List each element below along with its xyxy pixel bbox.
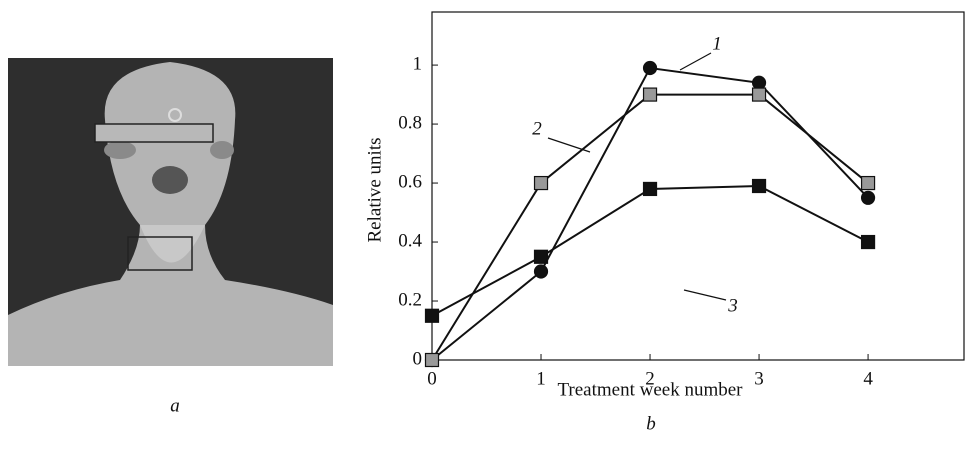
panel-label: b: [646, 413, 656, 434]
series-label: 2: [532, 118, 542, 139]
y-tick-label: 1: [413, 53, 423, 74]
marker: [642, 181, 658, 197]
marker: [860, 234, 876, 250]
x-tick-label: 0: [427, 368, 437, 389]
marker: [424, 352, 440, 368]
annotation-leader: [547, 137, 591, 153]
marker: [860, 175, 876, 191]
marker: [860, 190, 876, 205]
marker: [533, 264, 549, 279]
x-tick-label: 2: [645, 368, 655, 389]
marker: [751, 75, 767, 90]
series-line: [431, 93, 869, 361]
series-line: [431, 66, 869, 361]
y-tick-label: 0: [413, 348, 423, 369]
y-tick-label: 0.4: [398, 230, 422, 251]
x-axis-label: Treatment week number: [557, 379, 743, 400]
x-tick-label: 3: [754, 368, 764, 389]
marker: [642, 60, 658, 76]
series-line: [431, 184, 869, 317]
marker: [642, 87, 658, 102]
y-tick-label: 0.2: [398, 289, 422, 310]
y-tick-label: 0.6: [398, 171, 422, 192]
marker: [751, 178, 767, 194]
marker: [533, 175, 549, 191]
marker: [424, 308, 440, 323]
y-axis-label: Relative units: [364, 137, 385, 242]
series-label: 3: [727, 295, 738, 316]
y-tick-label: 0.8: [398, 112, 422, 133]
thermal-image: [8, 58, 333, 366]
x-tick-label: 4: [863, 368, 873, 389]
marker: [751, 87, 767, 102]
plot-frame: [431, 11, 965, 361]
annotation-leader: [683, 289, 727, 301]
marker: [533, 249, 549, 264]
annotation-leader: [679, 52, 712, 71]
x-tick-label: 1: [536, 368, 546, 389]
series-label: 1: [712, 33, 722, 54]
panel-label: a: [170, 395, 180, 416]
